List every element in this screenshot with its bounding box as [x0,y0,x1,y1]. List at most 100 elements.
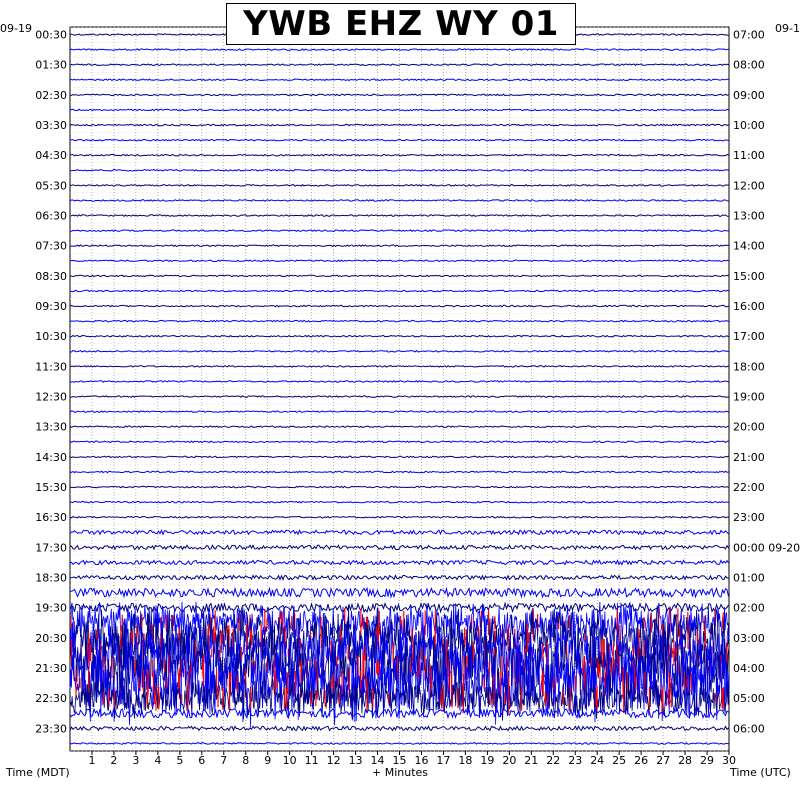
trace-row-11 [69,199,729,202]
right-hour-label: 14:00 [733,240,765,253]
x-tick-label: 30 [722,754,736,767]
trace-row-7 [69,138,729,142]
x-tick-label: 1 [88,754,95,767]
x-tick-label: 7 [220,754,227,767]
trace-row-35 [69,559,729,566]
trace-row-29 [69,470,729,474]
x-tick-label: 13 [349,754,363,767]
trace-row-23 [69,380,729,383]
x-tick-label: 16 [414,754,428,767]
x-tick-label: 19 [480,754,494,767]
x-tick-label: 15 [393,754,407,767]
left-hour-label: 18:30 [35,572,67,585]
right-hour-label: 15:00 [733,270,765,283]
x-axis-label: + Minutes [372,766,429,779]
right-hour-label: 02:00 [733,602,765,615]
right-hour-label: 06:00 [733,722,765,735]
x-tick-label: 14 [371,754,385,767]
left-hour-label: 03:30 [35,119,67,132]
trace-row-8 [69,153,729,157]
trace-row-30 [69,485,729,489]
x-tick-label: 27 [656,754,670,767]
trace-row-14 [69,244,729,248]
trace-row-4 [69,93,729,97]
trace-row-13 [70,229,729,233]
right-hour-label: 03:00 [733,632,765,645]
chart-title: YWB EHZ WY 01 [243,4,559,44]
right-hour-label: 10:00 [733,119,765,132]
trace-row-2 [69,63,729,67]
left-hour-label: 23:30 [35,722,67,735]
right-hour-label: 08:00 [733,59,765,72]
right-axis-label: Time (UTC) [730,766,791,779]
left-hour-label: 16:30 [35,511,67,524]
x-tick-label: 29 [700,754,714,767]
trace-row-10 [69,183,729,187]
trace-row-18 [69,304,729,308]
trace-row-47 [69,742,729,745]
right-hour-label: 21:00 [733,451,765,464]
left-hour-label: 17:30 [35,541,67,554]
x-tick-label: 2 [110,754,117,767]
trace-row-26 [69,425,729,429]
trace-row-44 [69,676,730,721]
left-hour-label: 07:30 [35,240,67,253]
left-hour-label: 20:30 [35,632,67,645]
right-hour-label: 09:00 [733,89,765,102]
trace-row-16 [69,274,729,278]
left-hour-label: 09:30 [35,300,67,313]
x-tick-label: 18 [458,754,472,767]
utc-date-label: 09-1 [775,22,800,35]
left-hour-label: 02:30 [35,89,67,102]
trace-row-17 [69,289,729,293]
trace-row-9 [69,168,729,172]
trace-row-28 [69,455,729,459]
right-hour-label: 18:00 [733,360,765,373]
left-hour-label: 12:30 [35,391,67,404]
left-hour-label: 08:30 [35,270,67,283]
right-hour-label: 23:00 [733,511,765,524]
trace-row-37 [69,586,729,599]
trace-row-6 [69,123,729,127]
left-hour-label: 05:30 [35,179,67,192]
left-axis-label: Time (MDT) [6,766,70,779]
right-hour-label: 22:00 [733,481,765,494]
right-hour-label: 00:00 09-20 [733,541,800,554]
left-hour-label: 00:30 [35,29,67,42]
x-tick-label: 8 [242,754,249,767]
right-hour-label: 04:00 [733,662,765,675]
trace-row-1 [69,48,729,51]
x-tick-label: 3 [132,754,139,767]
x-tick-label: 12 [327,754,341,767]
trace-row-34 [69,544,729,551]
right-hour-label: 11:00 [733,149,765,162]
start-date-label: 09-19 [0,22,32,35]
left-hour-label: 10:30 [35,330,67,343]
left-hour-label: 11:30 [35,360,67,373]
trace-row-45 [69,707,729,720]
trace-row-32 [69,515,729,519]
trace-row-36 [69,574,729,581]
trace-row-5 [69,108,729,112]
trace-row-24 [70,395,729,398]
trace-row-46 [69,725,729,732]
left-hour-label: 19:30 [35,602,67,615]
right-hour-label: 20:00 [733,421,765,434]
chart-title-box: YWB EHZ WY 01 [226,3,576,45]
left-hour-label: 04:30 [35,149,67,162]
x-tick-label: 28 [678,754,692,767]
left-hour-label: 14:30 [35,451,67,464]
trace-row-22 [69,364,729,368]
right-hour-label: 19:00 [733,391,765,404]
x-tick-label: 5 [176,754,183,767]
x-tick-label: 11 [305,754,319,767]
x-tick-label: 25 [612,754,626,767]
x-tick-label: 4 [154,754,161,767]
x-tick-label: 21 [524,754,538,767]
trace-row-12 [69,214,729,217]
right-hour-label: 17:00 [733,330,765,343]
right-hour-label: 07:00 [733,29,765,42]
trace-row-33 [69,529,729,536]
